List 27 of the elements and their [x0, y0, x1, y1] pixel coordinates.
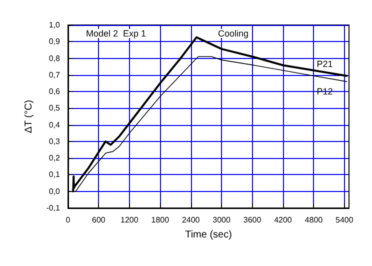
- y-tick-label: 0,5: [48, 104, 61, 113]
- x-tick-label: 4200: [274, 216, 292, 224]
- x-tick-label: 3600: [243, 216, 262, 224]
- y-tick-label: 0,0: [48, 186, 61, 196]
- x-tick-label: 1200: [120, 216, 139, 224]
- x-tick-label: 600: [92, 216, 106, 224]
- y-tick-label: 0,4: [48, 120, 61, 130]
- annotation: Cooling: [218, 28, 249, 38]
- x-tick-label: 0: [66, 216, 71, 224]
- y-tick-label: 0,7: [48, 70, 61, 80]
- y-tick-label: 0,2: [48, 154, 61, 163]
- y-axis-title: ΔT (°C): [24, 100, 34, 134]
- y-tick-label: 0,9: [48, 37, 61, 46]
- y-tick-label: 1,0: [48, 20, 61, 30]
- x-axis-title: Time (sec): [185, 230, 232, 240]
- x-tick-label: 2400: [182, 216, 200, 224]
- y-tick-label: 0,3: [48, 136, 61, 146]
- annotation: Model 2 Exp 1: [86, 28, 146, 38]
- series-label: P21: [316, 58, 333, 69]
- x-tick-label: 5400: [335, 216, 354, 224]
- y-tick-label: -0,1: [46, 204, 61, 212]
- x-tick-label: 3000: [212, 216, 231, 224]
- x-tick-label: 1800: [151, 216, 170, 224]
- x-tick-label: 4800: [304, 216, 324, 224]
- y-tick-label: 0,6: [48, 87, 61, 96]
- y-tick-label: 0,1: [48, 170, 61, 180]
- y-tick-label: 0,8: [48, 54, 61, 63]
